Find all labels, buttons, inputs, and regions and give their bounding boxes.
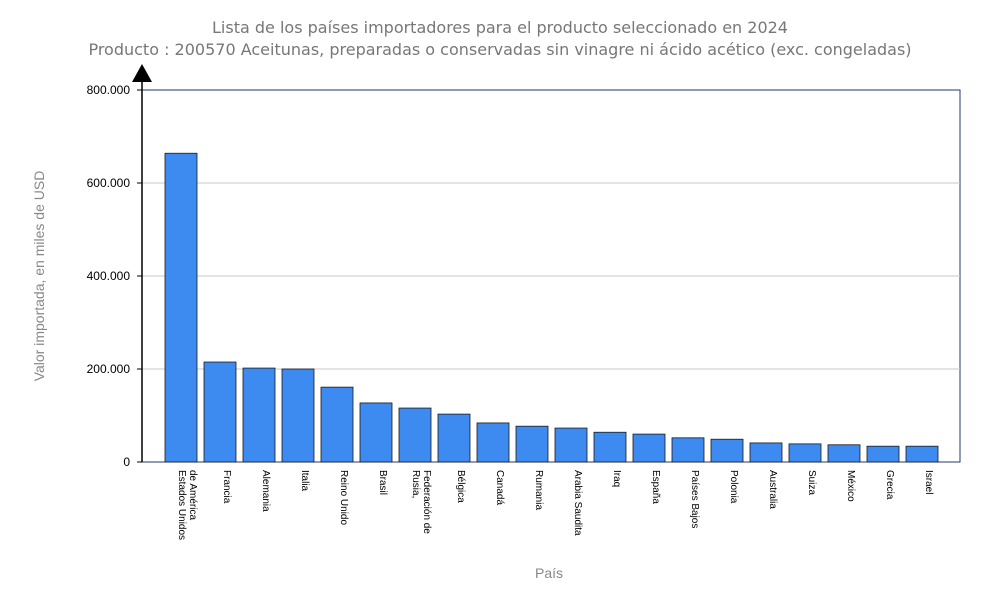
x-tick-label: Iraq (611, 470, 622, 487)
bar (359, 402, 393, 463)
x-tick-label: Australia (767, 470, 778, 509)
chart-subtitle: Producto : 200570 Aceitunas, preparadas … (88, 40, 912, 59)
bar (476, 422, 510, 463)
x-tick-label: Arabia Saudita (572, 470, 583, 536)
x-tick-label: Alemania (260, 470, 271, 512)
y-tick-label: 600.000 (87, 176, 131, 190)
bar (593, 431, 627, 463)
x-tick-label: Suiza (806, 470, 817, 495)
y-tick-label: 200.000 (87, 362, 131, 376)
x-tick-label: España (650, 470, 661, 504)
bar (515, 425, 549, 463)
bar (905, 445, 939, 463)
bar (398, 407, 432, 463)
y-axis-arrow-icon (132, 64, 152, 82)
x-tick-label: Canadá (494, 470, 505, 505)
bar (788, 443, 822, 463)
x-axis-label: País (535, 565, 563, 581)
bar (671, 437, 705, 463)
bar (320, 386, 354, 463)
x-tick-label: Estados Unidos (176, 470, 187, 540)
x-tick-label: Rusia, (410, 470, 421, 498)
x-tick-label: México (845, 470, 856, 502)
x-tick-label: Bélgica (455, 470, 466, 503)
y-tick-label: 400.000 (87, 269, 131, 283)
y-tick-label: 800.000 (87, 83, 131, 97)
y-axis-label: Valor importada, en miles de USD (31, 171, 47, 382)
bar (866, 445, 900, 463)
x-tick-label: Brasil (377, 470, 388, 495)
bar (164, 152, 198, 463)
x-tick-label: Polonia (728, 470, 739, 504)
bar (710, 438, 744, 463)
x-tick-label: Países Bajos (689, 470, 700, 528)
x-tick-label: Italia (299, 470, 310, 492)
bar (281, 368, 315, 463)
bar (827, 444, 861, 463)
chart-title: Lista de los países importadores para el… (212, 18, 788, 37)
x-tick-label: Rumania (533, 470, 544, 510)
bar (242, 367, 276, 463)
x-tick-label: Federación de (421, 470, 432, 534)
bar (749, 442, 783, 463)
x-tick-label: Grecia (884, 470, 895, 500)
bar (437, 413, 471, 463)
x-tick-label: Francia (221, 470, 232, 504)
bar (554, 427, 588, 463)
x-tick-label: Reino Unido (338, 470, 349, 525)
bar (203, 361, 237, 463)
y-tick-label: 0 (123, 455, 130, 469)
x-tick-label: de América (187, 470, 198, 520)
x-tick-label: Israel (923, 470, 934, 494)
bar (632, 433, 666, 463)
